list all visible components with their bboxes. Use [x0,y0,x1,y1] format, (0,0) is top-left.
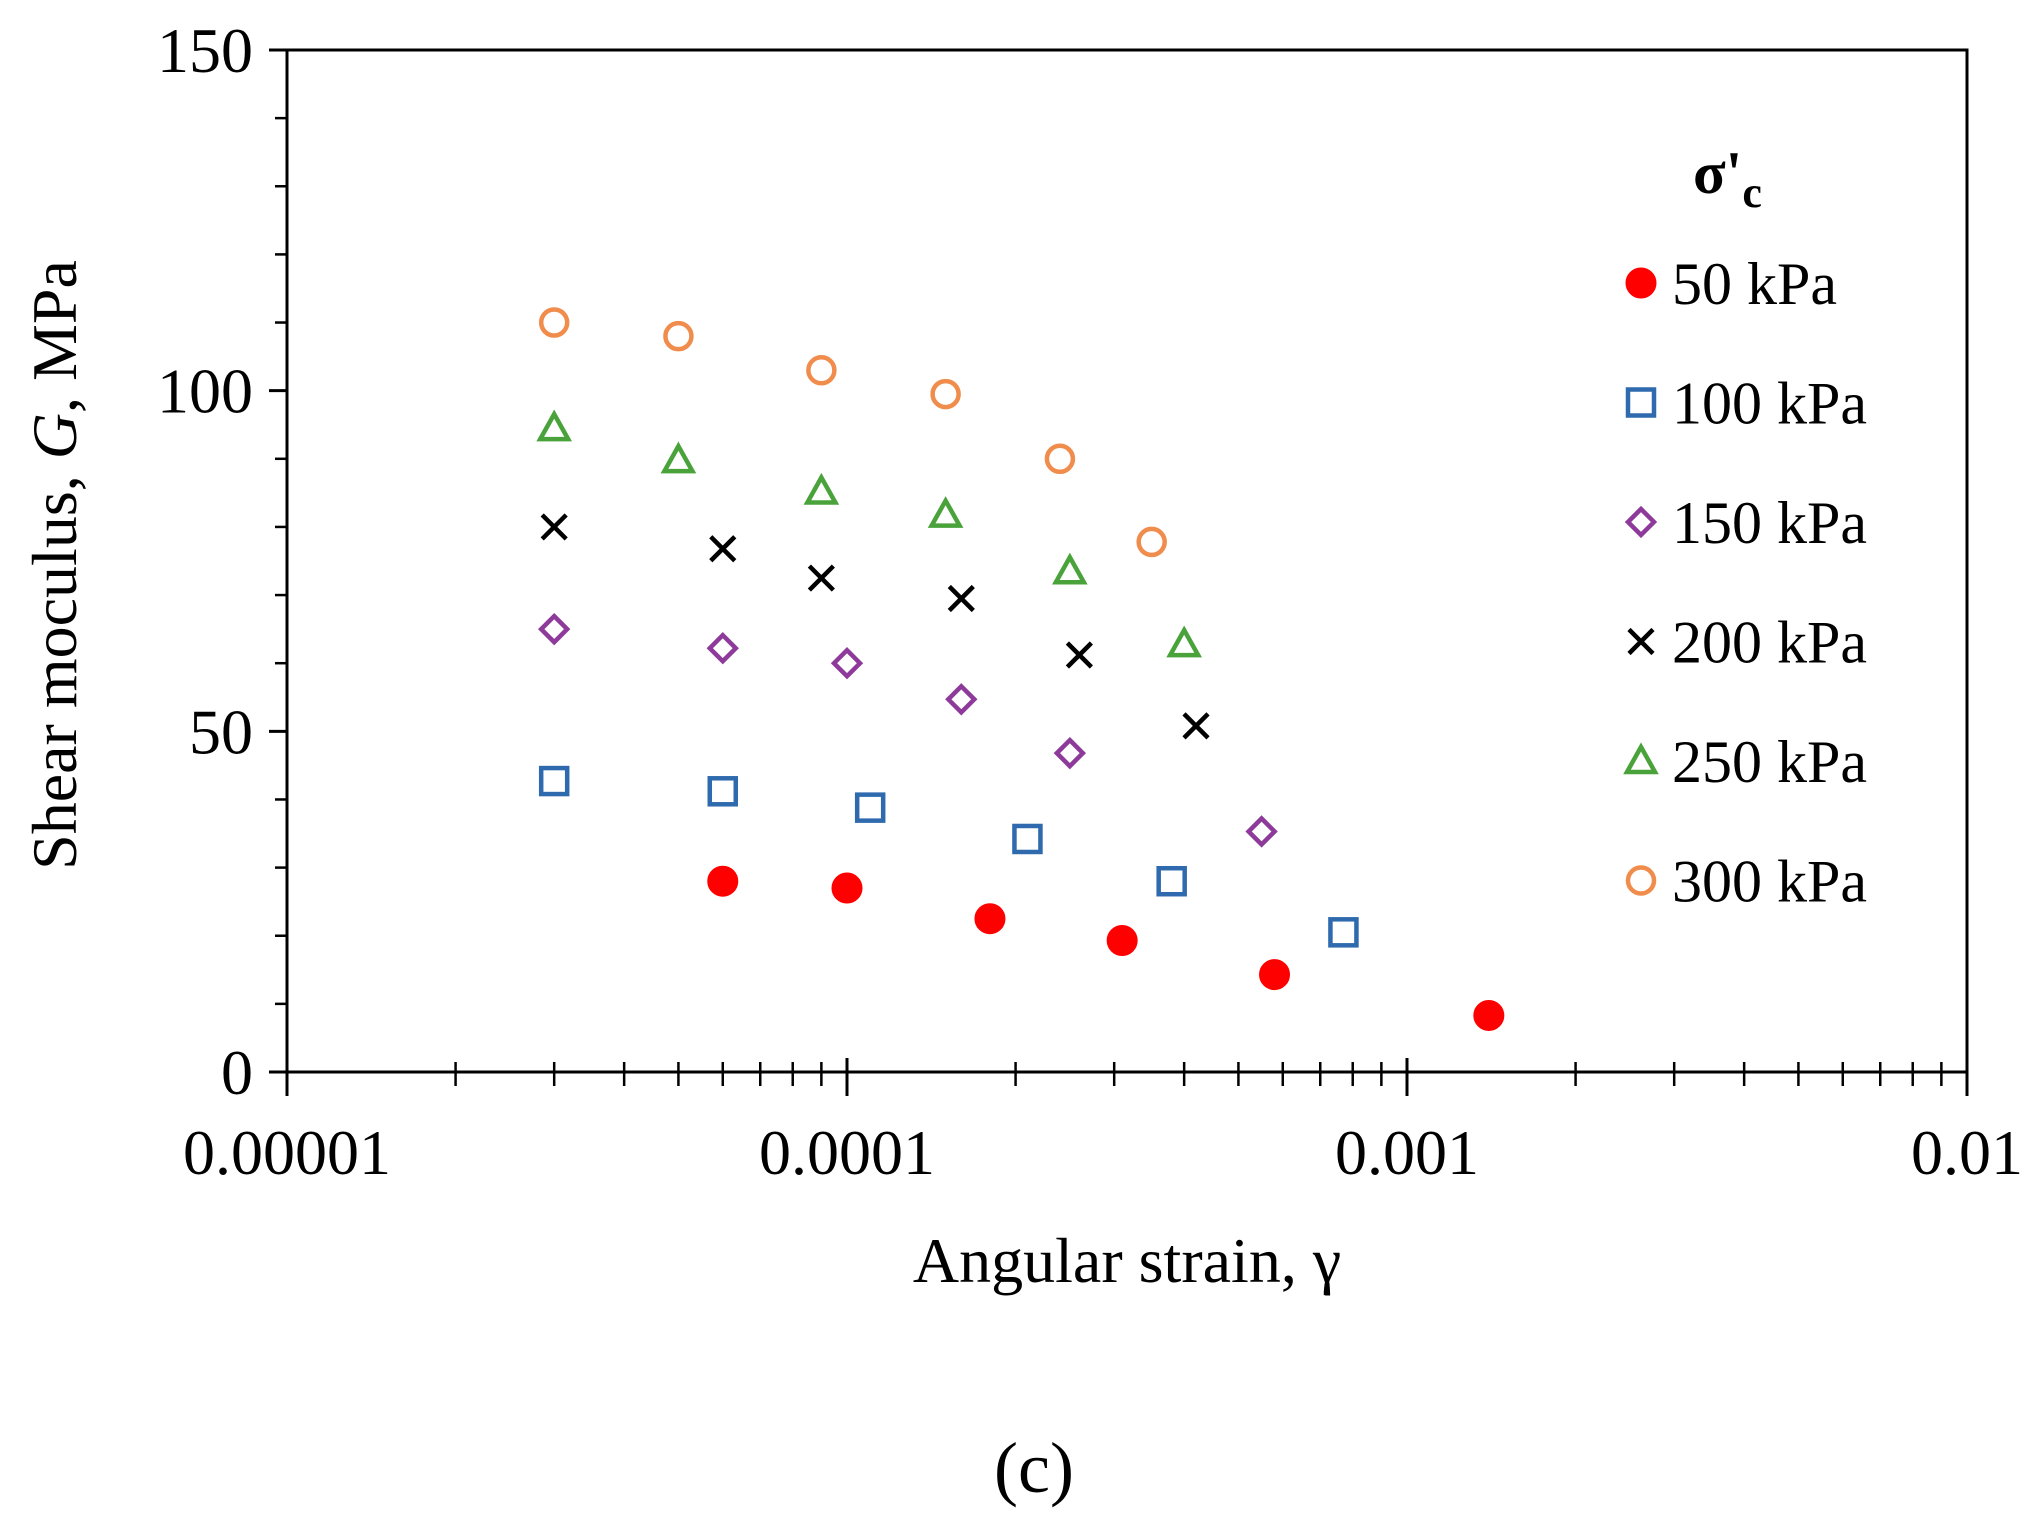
data-point [1065,641,1093,669]
y-tick-label: 100 [157,356,253,427]
legend-marker [1623,742,1659,775]
tick-labels: 0 50 100 150 0.00001 0.0001 0.001 0.01 [157,15,2023,1188]
legend-marker [1625,865,1657,896]
data-point [1052,552,1088,585]
data-point [660,441,697,474]
x-axis-title: Angular strain, γ [913,1225,1341,1296]
plot-frame [285,48,1969,1074]
legend-title-main: σ' [1693,140,1742,206]
data-point [1106,925,1138,957]
data-point [1044,443,1076,475]
axes [285,48,1969,1074]
data-point [974,903,1006,935]
y-axis-title-symbol: G [19,413,90,459]
data-point [1245,815,1278,848]
legend-marker [1625,267,1657,299]
y-axis-title: Shear moculus, G, MPa [19,260,90,870]
series-150-kpa [538,612,1278,848]
legend-label: 250 kPa [1672,729,1867,795]
data-point [1182,712,1210,740]
legend-title: σ'c [1693,140,1762,217]
series-300-kpa [538,307,1167,558]
legend-label: 50 kPa [1672,251,1837,317]
data-point [538,307,570,338]
legend-label: 100 kPa [1672,371,1867,437]
y-axis-title-suffix: , MPa [19,260,90,413]
data-point [1136,526,1167,558]
data-points [536,307,1505,1031]
series-50-kpa [707,865,1505,1031]
x-tick-label: 0.01 [1911,1117,2023,1188]
y-tick-label: 0 [221,1037,253,1108]
y-axis-title-prefix: Shear moculus, [19,459,90,870]
legend-marker [1624,505,1658,539]
data-point [1473,999,1505,1031]
series-100-kpa [538,765,1359,948]
data-point [707,776,739,807]
series-200-kpa [540,513,1210,740]
y-tick-label: 150 [157,15,253,86]
data-point [536,409,573,442]
data-point [538,612,571,646]
data-point [945,683,978,716]
legend-marker [1625,387,1657,418]
data-point [930,378,961,410]
legend-title-subscript: c [1742,168,1762,217]
data-point [1053,736,1087,770]
data-point [831,872,863,904]
legend: σ'c 50 kPa 100 kPa 150 kPa 200 kPa 250 kPa 30… [1623,140,1867,915]
data-point [807,564,835,592]
data-point [1156,865,1187,897]
ticks [269,48,1969,1096]
legend-label: 150 kPa [1672,490,1867,556]
data-point [709,535,737,563]
data-point [707,865,739,897]
x-tick-label: 0.0001 [759,1117,935,1188]
data-point [854,792,886,823]
data-point [947,584,975,613]
legend-label: 300 kPa [1672,849,1867,915]
legend-label: 200 kPa [1672,610,1867,676]
x-tick-label: 0.001 [1335,1117,1479,1188]
data-point [1328,917,1359,948]
data-point [927,496,964,528]
data-point [830,647,864,680]
data-point [1259,959,1291,991]
data-point [806,354,837,386]
data-point [538,765,570,797]
y-tick-label: 50 [189,696,253,767]
series-250-kpa [536,409,1202,658]
legend-marker [1627,627,1655,656]
x-tick-label: 0.00001 [183,1117,391,1188]
data-point [1166,625,1202,658]
panel-label: (c) [994,1428,1074,1508]
data-point [803,472,840,505]
data-point [540,513,568,541]
data-point [1012,823,1043,855]
data-point [663,320,694,352]
data-point [706,632,739,665]
